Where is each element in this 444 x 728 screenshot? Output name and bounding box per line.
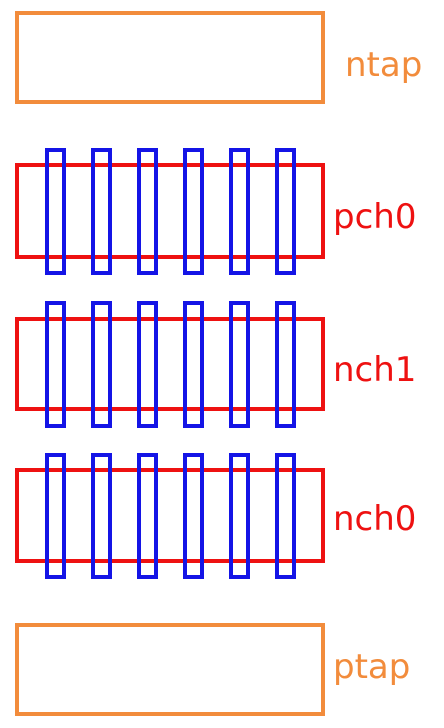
nch0-gate-3 xyxy=(137,453,158,579)
pch0-gate-3 xyxy=(137,148,158,275)
ntap-label: ntap xyxy=(345,45,422,85)
nch0-gates xyxy=(45,453,296,579)
nch1-gates xyxy=(45,301,296,428)
nch0-gate-4 xyxy=(183,453,204,579)
pch0-gate-6 xyxy=(275,148,296,275)
nch1-gate-4 xyxy=(183,301,204,428)
pch0-gate-4 xyxy=(183,148,204,275)
pch0-gate-1 xyxy=(45,148,66,275)
ntap-block: ntap xyxy=(15,11,422,104)
nch1-gate-6 xyxy=(275,301,296,428)
nch0-diffusion xyxy=(15,468,325,563)
nch0-gate-6 xyxy=(275,453,296,579)
pch0-diffusion xyxy=(15,163,325,259)
nch0-gate-5 xyxy=(229,453,250,579)
ntap-region xyxy=(15,11,325,104)
nch0-block: nch0 xyxy=(15,453,416,579)
nch0-gate-2 xyxy=(91,453,112,579)
nch1-gate-1 xyxy=(45,301,66,428)
nch1-gate-2 xyxy=(91,301,112,428)
pch0-block: pch0 xyxy=(15,148,416,275)
nch1-gate-3 xyxy=(137,301,158,428)
ptap-label: ptap xyxy=(333,647,410,687)
nch1-block: nch1 xyxy=(15,301,416,428)
nch0-gate-1 xyxy=(45,453,66,579)
nch1-diffusion xyxy=(15,317,325,411)
pch0-gate-5 xyxy=(229,148,250,275)
ptap-block: ptap xyxy=(15,623,410,716)
nch1-gate-5 xyxy=(229,301,250,428)
nch1-label: nch1 xyxy=(333,350,416,390)
nch0-label: nch0 xyxy=(333,499,416,539)
ptap-region xyxy=(15,623,325,716)
pch0-gates xyxy=(45,148,296,275)
pch0-gate-2 xyxy=(91,148,112,275)
pch0-label: pch0 xyxy=(333,197,416,237)
